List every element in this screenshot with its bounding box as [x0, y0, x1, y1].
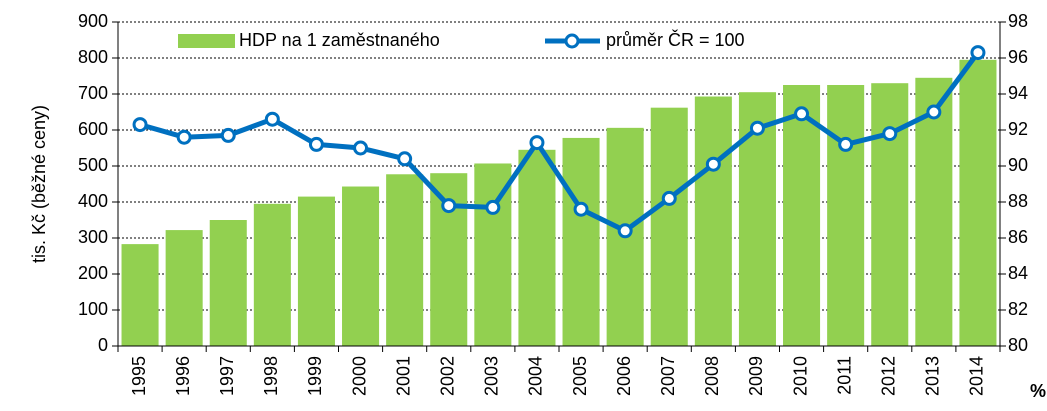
bar — [827, 85, 865, 346]
bar — [694, 96, 732, 347]
y-tick-label: 500 — [78, 155, 108, 175]
marker — [397, 151, 413, 167]
marker — [882, 126, 898, 142]
marker — [705, 156, 721, 172]
marker — [794, 106, 810, 122]
y-tick-label: 400 — [78, 191, 108, 211]
y-tick-label: 800 — [78, 47, 108, 67]
x-tick-label: 2006 — [614, 356, 634, 396]
legend-marker — [564, 33, 580, 49]
bar — [386, 174, 424, 346]
marker — [485, 199, 501, 215]
x-tick-label: 1996 — [173, 356, 193, 396]
y-tick-label: 600 — [78, 119, 108, 139]
bar — [959, 59, 997, 347]
y2-tick-label: 90 — [1008, 155, 1028, 175]
y2-tick-label: 98 — [1008, 11, 1028, 31]
y2-tick-label: 84 — [1008, 263, 1028, 283]
x-tick-label: 2005 — [570, 356, 590, 396]
y2-tick-label: 82 — [1008, 299, 1028, 319]
marker — [926, 104, 942, 120]
bar — [518, 149, 556, 346]
marker — [573, 201, 589, 217]
y2-tick-label: 88 — [1008, 191, 1028, 211]
x-tick-label: 2013 — [923, 356, 943, 396]
y2-tick-label: 92 — [1008, 119, 1028, 139]
x-tick-label: 2009 — [746, 356, 766, 396]
legend-label: HDP na 1 zaměstnaného — [239, 30, 440, 50]
y-tick-label: 100 — [78, 299, 108, 319]
marker — [132, 117, 148, 133]
marker — [308, 136, 324, 152]
bar — [209, 220, 247, 346]
bar — [562, 137, 600, 346]
x-tick-label: 2010 — [790, 356, 810, 396]
y-tick-label: 700 — [78, 83, 108, 103]
x-tick-label: 2012 — [879, 356, 899, 396]
y2-tick-label: 96 — [1008, 47, 1028, 67]
x-tick-label: 2008 — [702, 356, 722, 396]
y2-axis-label: % — [1030, 381, 1046, 401]
y-tick-label: 900 — [78, 11, 108, 31]
marker — [353, 140, 369, 156]
marker — [264, 111, 280, 127]
marker — [529, 135, 545, 151]
y-tick-label: 300 — [78, 227, 108, 247]
x-tick-label: 1999 — [305, 356, 325, 396]
bar — [165, 230, 203, 346]
marker — [441, 198, 457, 214]
marker — [970, 45, 986, 61]
x-tick-label: 2000 — [349, 356, 369, 396]
x-tick-label: 1995 — [129, 356, 149, 396]
marker — [661, 190, 677, 206]
marker — [749, 120, 765, 136]
bar — [915, 77, 953, 347]
x-tick-label: 2001 — [393, 356, 413, 396]
x-tick-label: 2011 — [834, 356, 854, 395]
marker — [176, 129, 192, 145]
marker — [220, 127, 236, 143]
x-tick-label: 2003 — [482, 356, 502, 396]
y2-tick-label: 94 — [1008, 83, 1028, 103]
legend-swatch — [178, 34, 235, 48]
marker — [617, 223, 633, 239]
bar — [253, 203, 291, 346]
x-tick-label: 2002 — [438, 356, 458, 396]
legend-label: průměr ČR = 100 — [606, 29, 745, 50]
bar — [474, 163, 512, 346]
y-tick-label: 200 — [78, 263, 108, 283]
x-tick-label: 2007 — [658, 356, 678, 396]
x-tick-label: 1997 — [217, 356, 237, 396]
bar — [871, 83, 909, 346]
y-axis-label: tis. Kč (běžné ceny) — [29, 105, 49, 263]
bar — [342, 186, 380, 346]
line — [139, 51, 980, 234]
x-tick-label: 2014 — [967, 356, 987, 396]
marker — [838, 136, 854, 152]
x-tick-label: 2004 — [526, 356, 546, 396]
bar — [783, 85, 821, 346]
y-tick-label: 0 — [98, 335, 108, 355]
y2-tick-label: 86 — [1008, 227, 1028, 247]
x-tick-label: 1998 — [261, 356, 281, 396]
y2-tick-label: 80 — [1008, 335, 1028, 355]
bar — [121, 244, 159, 346]
bar — [297, 196, 335, 346]
bar — [650, 107, 688, 347]
